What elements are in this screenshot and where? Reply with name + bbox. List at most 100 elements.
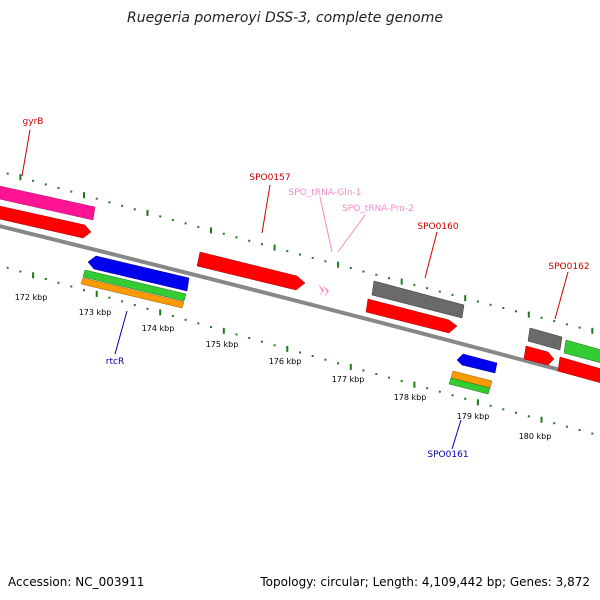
minor-tick — [502, 307, 505, 310]
minor-tick — [248, 337, 251, 339]
gyrB-feature[interactable] — [0, 185, 96, 221]
minor-tick — [159, 215, 162, 218]
minor-tick — [553, 320, 556, 323]
genome-backbone — [0, 224, 600, 383]
major-tick — [349, 363, 352, 370]
trna-gln-leader — [319, 196, 333, 253]
spo0161-blue-feature[interactable] — [456, 353, 498, 374]
minor-tick — [515, 310, 517, 313]
spo0157-feature[interactable] — [196, 251, 306, 291]
trna-pro-feature[interactable] — [323, 285, 329, 298]
major-tick — [540, 416, 543, 423]
tick-label-175: 175 kbp — [206, 340, 239, 349]
major-tick — [95, 290, 98, 297]
trna-gln-feature[interactable] — [318, 284, 324, 297]
minor-tick — [184, 222, 187, 225]
minor-tick — [299, 253, 301, 256]
minor-tick — [362, 270, 365, 273]
outer-tick-ring — [6, 172, 594, 334]
accession-text: Accession: NC_003911 — [8, 575, 144, 589]
minor-tick — [6, 266, 9, 269]
minor-tick — [426, 387, 429, 390]
minor-tick — [133, 304, 136, 307]
minor-tick — [349, 267, 352, 270]
minor-tick — [222, 232, 225, 235]
minor-tick — [197, 322, 200, 325]
minor-tick — [489, 404, 492, 407]
minor-tick — [527, 415, 530, 418]
minor-tick — [171, 218, 174, 221]
tick-label-172: 172 kbp — [15, 293, 48, 302]
major-tick — [146, 209, 149, 216]
spo0160-label[interactable]: SPO0160 — [417, 222, 458, 232]
spo0162-gray-feature[interactable] — [527, 327, 563, 351]
spo0162-label[interactable]: SPO0162 — [548, 262, 589, 272]
minor-tick — [451, 394, 454, 397]
major-tick — [527, 311, 530, 318]
rtcR-feature[interactable] — [87, 255, 190, 292]
minor-tick — [248, 239, 251, 242]
major-tick — [159, 309, 162, 316]
minor-tick — [591, 432, 594, 435]
major-tick — [476, 399, 479, 406]
trna-gln-label[interactable]: SPO_tRNA-Gln-1 — [289, 188, 362, 198]
minor-tick — [375, 373, 378, 375]
leader-lines — [21, 129, 569, 450]
minor-tick — [438, 290, 441, 293]
green-feature-left[interactable] — [82, 269, 187, 302]
orange-feature-left[interactable] — [80, 277, 185, 309]
minor-tick — [464, 397, 467, 400]
spo0160-feature[interactable] — [365, 298, 458, 334]
gyrB-label[interactable]: gyrB — [23, 117, 44, 127]
minor-tick — [286, 250, 289, 253]
minor-tick — [553, 422, 556, 425]
minor-tick — [502, 408, 505, 411]
minor-tick — [108, 201, 111, 204]
minor-tick — [515, 411, 517, 414]
minor-tick — [413, 283, 416, 286]
minor-tick — [311, 256, 314, 259]
spo0161-label[interactable]: SPO0161 — [427, 450, 468, 460]
inner-tick-ring — [6, 266, 594, 435]
minor-tick — [171, 315, 174, 318]
minor-tick — [121, 300, 124, 303]
green-feature-right[interactable] — [563, 339, 600, 364]
major-tick — [222, 327, 225, 334]
trna-pro-label[interactable]: SPO_tRNA-Pro-2 — [342, 204, 414, 214]
minor-tick — [438, 390, 441, 393]
minor-tick — [44, 278, 47, 280]
gene-labels: gyrB SPO0157 SPO_tRNA-Gln-1 SPO_tRNA-Pro… — [23, 117, 590, 460]
minor-tick — [299, 351, 301, 354]
minor-tick — [235, 236, 238, 239]
tick-labels: 172 kbp 173 kbp 174 kbp 175 kbp 176 kbp … — [15, 293, 552, 441]
green-feature-right-lower[interactable] — [448, 377, 491, 395]
minor-tick — [311, 355, 314, 358]
tick-label-179: 179 kbp — [457, 412, 490, 421]
spo0161-leader — [451, 419, 462, 450]
minor-tick — [6, 172, 9, 175]
minor-tick — [44, 183, 47, 186]
minor-tick — [121, 204, 124, 207]
rtcR-label[interactable]: rtcR — [106, 357, 124, 367]
spo0157-label[interactable]: SPO0157 — [249, 173, 290, 183]
major-tick — [32, 272, 35, 279]
minor-tick — [83, 289, 85, 292]
minor-tick — [184, 318, 187, 321]
minor-tick — [388, 277, 390, 280]
major-tick — [286, 345, 289, 352]
cds-feature-right[interactable] — [557, 356, 600, 384]
spo0160-gray-feature[interactable] — [371, 280, 465, 319]
minor-tick — [57, 187, 60, 189]
cds-feature-a[interactable] — [0, 205, 92, 239]
minor-tick — [476, 300, 479, 303]
minor-tick — [565, 323, 568, 326]
tick-label-173: 173 kbp — [79, 308, 112, 317]
minor-tick — [19, 270, 22, 273]
minor-tick — [146, 307, 149, 310]
minor-tick — [324, 358, 327, 361]
major-tick — [413, 381, 416, 388]
spo0162-cds-feature[interactable] — [523, 345, 555, 366]
minor-tick — [337, 362, 340, 365]
minor-tick — [260, 340, 263, 343]
gyrB-leader — [21, 129, 31, 177]
